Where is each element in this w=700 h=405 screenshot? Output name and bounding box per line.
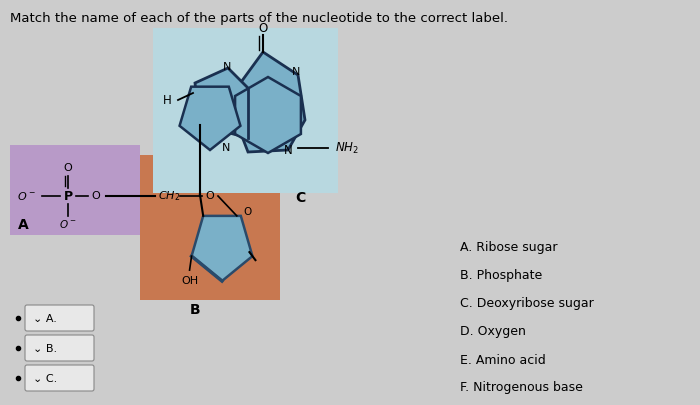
- FancyBboxPatch shape: [25, 335, 94, 361]
- Text: ⌄ A.: ⌄ A.: [33, 314, 57, 324]
- Text: O: O: [92, 191, 100, 201]
- Polygon shape: [235, 77, 301, 153]
- Text: Match the name of each of the parts of the nucleotide to the correct label.: Match the name of each of the parts of t…: [10, 12, 508, 25]
- Text: OH: OH: [181, 276, 198, 286]
- Text: N: N: [222, 143, 230, 153]
- Text: D. Oxygen: D. Oxygen: [460, 326, 526, 339]
- Text: O: O: [258, 21, 267, 34]
- Text: H: H: [163, 94, 172, 107]
- Polygon shape: [192, 216, 253, 281]
- Bar: [10, 145, 140, 235]
- Bar: [153, 28, 338, 193]
- Text: P: P: [64, 190, 73, 202]
- Text: E. Amino acid: E. Amino acid: [460, 354, 546, 367]
- Polygon shape: [195, 68, 248, 138]
- Text: $NH_2$: $NH_2$: [335, 141, 359, 156]
- Text: N: N: [292, 67, 300, 77]
- Polygon shape: [228, 52, 305, 152]
- Text: N: N: [284, 143, 293, 156]
- FancyBboxPatch shape: [25, 305, 94, 331]
- Text: $CH_2$: $CH_2$: [158, 189, 181, 203]
- Text: A: A: [18, 218, 29, 232]
- Text: B: B: [190, 303, 200, 317]
- Text: N: N: [223, 62, 231, 72]
- Text: ⌄ B.: ⌄ B.: [33, 344, 57, 354]
- Text: O: O: [64, 163, 72, 173]
- Text: C. Deoxyribose sugar: C. Deoxyribose sugar: [460, 298, 594, 311]
- Text: B. Phosphate: B. Phosphate: [460, 269, 542, 283]
- Polygon shape: [180, 87, 240, 150]
- Text: A. Ribose sugar: A. Ribose sugar: [460, 241, 557, 254]
- Text: $O^-$: $O^-$: [60, 218, 77, 230]
- Bar: [140, 155, 280, 300]
- Text: C: C: [295, 191, 305, 205]
- Text: O: O: [244, 207, 252, 217]
- Text: $O^-$: $O^-$: [17, 190, 35, 202]
- Text: O: O: [206, 191, 214, 201]
- Text: ⌄ C.: ⌄ C.: [33, 374, 57, 384]
- FancyBboxPatch shape: [25, 365, 94, 391]
- Text: F. Nitrogenous base: F. Nitrogenous base: [460, 382, 583, 394]
